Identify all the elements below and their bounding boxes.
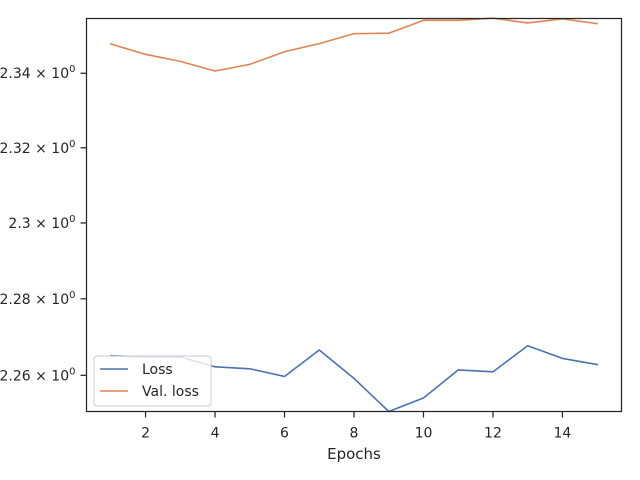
x-tick-label: 10 [415, 426, 433, 442]
x-tick-label: 12 [484, 426, 502, 442]
x-tick-label: 8 [350, 426, 359, 442]
legend-label-val-loss: Val. loss [142, 384, 199, 400]
y-tick-label: 2.3 × 100 [8, 214, 75, 232]
y-tick-label: 2.34 × 100 [0, 64, 76, 82]
legend: Loss Val. loss [93, 355, 212, 407]
x-tick-label: 14 [554, 426, 572, 442]
plot-area [85, 17, 623, 413]
x-tick-label: 2 [141, 426, 150, 442]
legend-label-loss: Loss [142, 362, 173, 378]
y-tick-label: 2.28 × 100 [0, 290, 76, 308]
y-tick-label: 2.32 × 100 [0, 139, 76, 157]
x-tick-label: 4 [211, 426, 220, 442]
y-tick-label: 2.26 × 100 [0, 366, 76, 384]
x-axis: 2 4 6 8 10 12 14 [141, 411, 572, 442]
series-lines [109, 17, 599, 413]
axes-frame [85, 17, 623, 413]
series-line-val-loss [109, 17, 599, 72]
x-tick-label: 6 [280, 426, 289, 442]
y-axis: 2.26 × 100 2.28 × 100 2.3 × 100 2.32 × 100 2… [0, 64, 87, 384]
x-axis-label: Epochs [327, 445, 381, 463]
